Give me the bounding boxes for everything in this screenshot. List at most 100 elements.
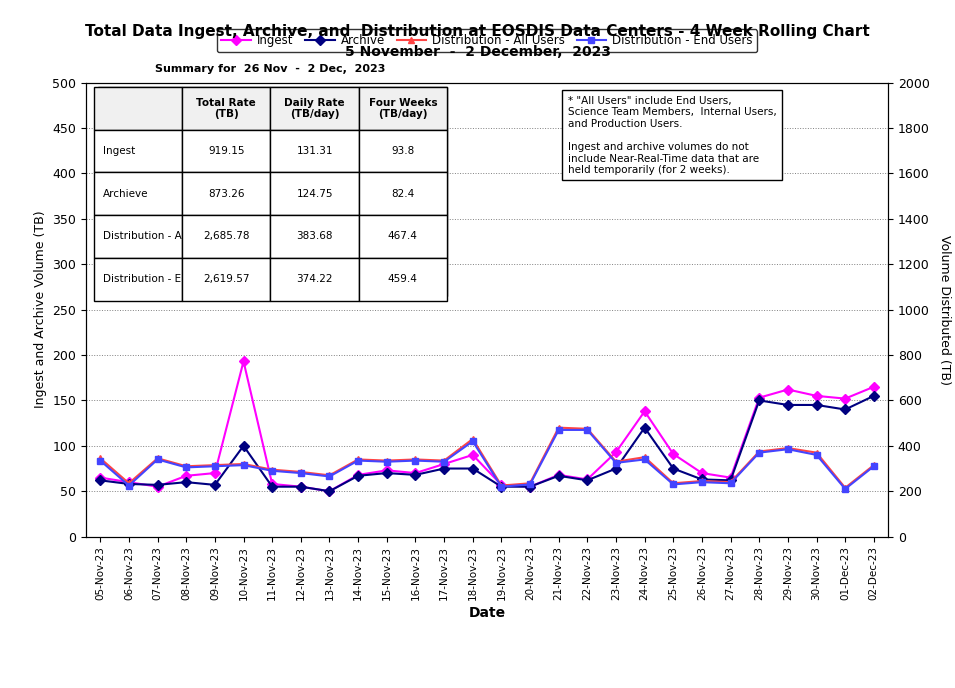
Distribution - End Users — [324, 473, 335, 481]
Distribution - All Users — [839, 484, 851, 492]
Text: 5 November  -  2 December,  2023: 5 November - 2 December, 2023 — [345, 45, 610, 58]
Distribution - All Users — [553, 424, 564, 432]
Distribution - All Users — [238, 460, 249, 468]
Distribution - End Users — [610, 459, 622, 467]
Distribution - End Users — [725, 479, 736, 487]
Distribution - End Users — [238, 461, 249, 469]
Ingest — [725, 473, 736, 482]
Distribution - All Users — [438, 456, 450, 464]
Ingest — [152, 482, 163, 491]
Line: Distribution - End Users: Distribution - End Users — [96, 427, 878, 493]
Ingest — [410, 469, 421, 477]
Distribution - All Users — [467, 435, 478, 443]
Archive — [668, 464, 679, 473]
Distribution - All Users — [811, 449, 822, 457]
Line: Ingest: Ingest — [96, 358, 878, 495]
Distribution - All Users — [123, 479, 135, 487]
Distribution - End Users — [266, 466, 278, 475]
Ingest — [782, 385, 794, 394]
Archive — [152, 481, 163, 489]
Archive — [496, 482, 507, 491]
Distribution - End Users — [152, 455, 163, 464]
Y-axis label: Ingest and Archive Volume (TB): Ingest and Archive Volume (TB) — [33, 211, 47, 409]
Distribution - End Users — [381, 458, 393, 466]
Distribution - All Users — [696, 477, 708, 485]
Archive — [381, 469, 393, 477]
Archive — [295, 482, 307, 491]
Distribution - All Users — [95, 454, 106, 462]
Ingest — [295, 482, 307, 491]
Archive — [582, 476, 593, 484]
Archive — [467, 464, 478, 473]
Archive — [209, 481, 221, 489]
Distribution - All Users — [180, 462, 192, 471]
Distribution - All Users — [410, 455, 421, 464]
Ingest — [668, 450, 679, 458]
Archive — [410, 471, 421, 479]
Distribution - End Users — [553, 426, 564, 434]
Distribution - End Users — [467, 437, 478, 445]
Distribution - All Users — [668, 479, 679, 487]
Distribution - End Users — [639, 455, 650, 464]
Line: Archive: Archive — [96, 392, 878, 495]
Archive — [180, 478, 192, 486]
X-axis label: Date: Date — [469, 606, 505, 620]
Archive — [868, 391, 880, 400]
Archive — [524, 482, 536, 491]
Distribution - All Users — [782, 444, 794, 452]
Distribution - All Users — [610, 458, 622, 466]
Ingest — [839, 394, 851, 402]
Archive — [95, 476, 106, 484]
Distribution - End Users — [839, 485, 851, 493]
Distribution - End Users — [209, 462, 221, 471]
Distribution - End Users — [496, 482, 507, 491]
Ingest — [696, 469, 708, 477]
Archive — [782, 401, 794, 409]
Distribution - End Users — [753, 449, 765, 457]
Distribution - End Users — [811, 451, 822, 459]
Ingest — [266, 480, 278, 488]
Ingest — [582, 475, 593, 484]
Ingest — [753, 394, 765, 402]
Distribution - All Users — [524, 479, 536, 487]
Distribution - All Users — [868, 461, 880, 469]
Distribution - All Users — [352, 455, 364, 464]
Archive — [639, 424, 650, 432]
Ingest — [496, 481, 507, 489]
Archive — [610, 464, 622, 473]
Distribution - End Users — [868, 462, 880, 471]
Text: Total Data Ingest, Archive, and  Distribution at EOSDIS Data Centers - 4 Week Ro: Total Data Ingest, Archive, and Distribu… — [85, 24, 870, 39]
Line: Distribution - All Users: Distribution - All Users — [96, 424, 878, 491]
Ingest — [438, 460, 450, 468]
Distribution - End Users — [123, 482, 135, 490]
Archive — [839, 405, 851, 413]
Distribution - All Users — [324, 471, 335, 480]
Archive — [553, 472, 564, 480]
Distribution - End Users — [95, 456, 106, 464]
Distribution - End Users — [410, 456, 421, 464]
Ingest — [610, 448, 622, 456]
Distribution - End Users — [582, 426, 593, 434]
Ingest — [180, 472, 192, 480]
Distribution - All Users — [381, 456, 393, 464]
Ingest — [324, 487, 335, 495]
Distribution - End Users — [180, 463, 192, 471]
Distribution - End Users — [668, 480, 679, 488]
Archive — [725, 476, 736, 484]
Ingest — [381, 466, 393, 475]
Legend: Ingest, Archive, Distribution - All Users, Distribution - End Users: Ingest, Archive, Distribution - All User… — [217, 30, 757, 52]
Distribution - End Users — [295, 469, 307, 477]
Ingest — [639, 407, 650, 416]
Ingest — [467, 451, 478, 459]
Distribution - All Users — [639, 453, 650, 461]
Distribution - All Users — [295, 468, 307, 476]
Ingest — [868, 383, 880, 391]
Distribution - End Users — [352, 456, 364, 464]
Ingest — [238, 357, 249, 365]
Distribution - All Users — [753, 447, 765, 455]
Distribution - All Users — [582, 424, 593, 433]
Archive — [324, 487, 335, 495]
Ingest — [123, 478, 135, 486]
Ingest — [209, 469, 221, 477]
Distribution - All Users — [496, 482, 507, 490]
